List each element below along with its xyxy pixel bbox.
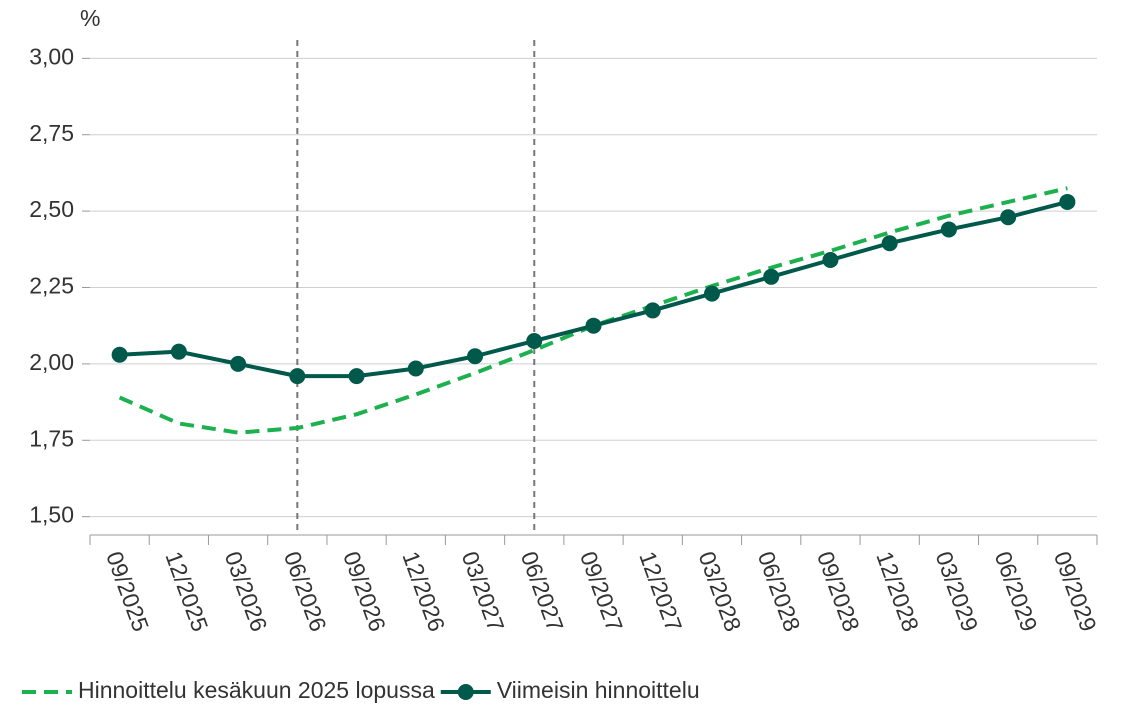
y-tick-label: 2,75 — [29, 120, 74, 146]
data-point — [230, 355, 247, 372]
y-tick-label: 2,00 — [29, 349, 74, 375]
data-point — [526, 332, 543, 349]
y-tick-label: 1,50 — [29, 502, 74, 528]
x-tick-label: 09/2028 — [812, 548, 865, 635]
series-line — [118, 186, 1068, 435]
data-point — [170, 343, 187, 360]
x-tick-label: 12/2027 — [634, 548, 687, 635]
data-point — [763, 268, 780, 285]
x-tick-label: 09/2026 — [338, 548, 391, 635]
data-point — [940, 221, 957, 238]
y-tick-label: 2,25 — [29, 273, 74, 299]
y-axis-label: % — [80, 5, 100, 31]
y-tick-label: 2,50 — [29, 196, 74, 222]
x-tick-label: 03/2028 — [694, 548, 747, 635]
x-tick-label: 06/2026 — [279, 548, 332, 635]
x-tick-label: 12/2028 — [871, 548, 924, 635]
x-tick-label: 06/2027 — [516, 548, 569, 635]
x-tick-label: 12/2026 — [397, 548, 450, 635]
legend-label: Viimeisin hinnoittelu — [497, 677, 700, 703]
data-point — [289, 368, 306, 385]
x-tick-label: 03/2029 — [931, 548, 984, 635]
data-point — [881, 235, 898, 252]
legend-marker — [457, 684, 474, 700]
data-point — [822, 252, 839, 268]
x-tick-label: 06/2029 — [990, 548, 1043, 635]
x-tick-label: 09/2027 — [575, 548, 628, 635]
data-point — [467, 348, 484, 365]
x-tick-label: 06/2028 — [753, 548, 806, 635]
x-tick-label: 09/2029 — [1049, 548, 1102, 635]
data-point — [348, 368, 365, 385]
data-point — [1000, 209, 1017, 226]
data-point — [1059, 193, 1076, 210]
x-tick-label: 03/2026 — [220, 548, 273, 635]
x-tick-label: 09/2025 — [101, 548, 154, 635]
data-point — [703, 285, 720, 302]
data-point — [111, 346, 128, 363]
data-point — [407, 360, 424, 377]
series-line — [119, 200, 1068, 379]
x-tick-label: 03/2027 — [457, 548, 510, 635]
y-tick-label: 3,00 — [29, 43, 74, 69]
data-point — [644, 302, 661, 319]
x-tick-label: 12/2025 — [160, 548, 213, 635]
legend-label: Hinnoittelu kesäkuun 2025 lopussa — [78, 677, 435, 703]
data-point — [585, 317, 602, 334]
y-tick-label: 1,75 — [29, 425, 74, 451]
